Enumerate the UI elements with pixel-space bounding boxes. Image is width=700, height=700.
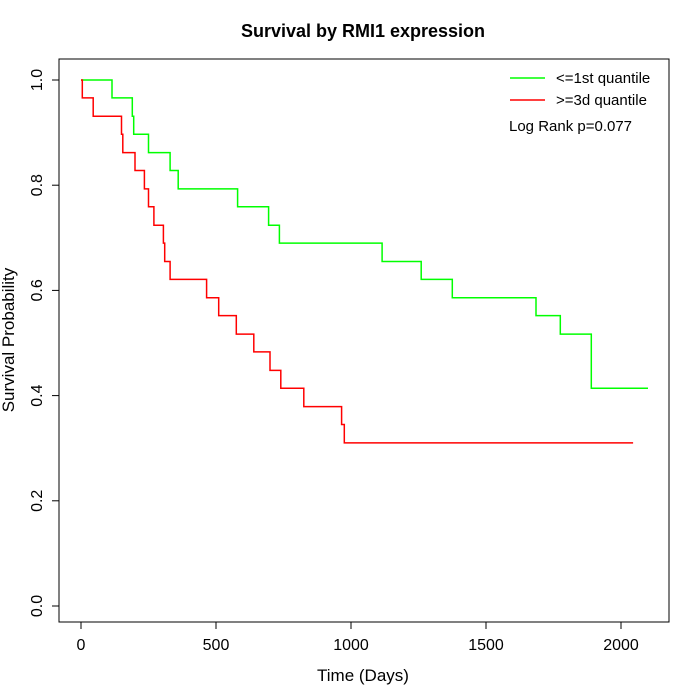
x-tick-label: 1000: [333, 637, 369, 654]
y-tick-label: 0.0: [29, 595, 46, 617]
series-line-2: [81, 79, 634, 444]
y-axis-label: Survival Probability: [0, 267, 18, 412]
y-tick-label: 0.2: [29, 490, 46, 512]
legend-label-1: <=1st quantile: [556, 70, 650, 87]
plot-box: [58, 58, 670, 623]
x-axis: 0 500 1000 1500 2000: [77, 621, 639, 654]
legend-label-2: >=3d quantile: [556, 92, 647, 109]
y-tick-label: 0.4: [29, 384, 46, 406]
x-tick-label: 500: [203, 637, 230, 654]
legend: <=1st quantile >=3d quantile: [510, 70, 650, 109]
x-tick-label: 2000: [603, 637, 639, 654]
x-tick-label: 0: [77, 637, 86, 654]
x-axis-label: Time (Days): [317, 666, 409, 685]
x-tick-label: 1500: [468, 637, 504, 654]
log-rank-annotation: Log Rank p=0.077: [509, 118, 632, 135]
y-tick-label: 0.6: [29, 279, 46, 301]
y-axis: 0.0 0.2 0.4 0.6 0.8 1.0: [29, 69, 60, 617]
y-tick-label: 1.0: [29, 69, 46, 91]
chart-title: Survival by RMI1 expression: [241, 21, 485, 41]
series-layer: [81, 79, 648, 444]
series-line-1: [81, 79, 648, 389]
y-tick-label: 0.8: [29, 174, 46, 196]
